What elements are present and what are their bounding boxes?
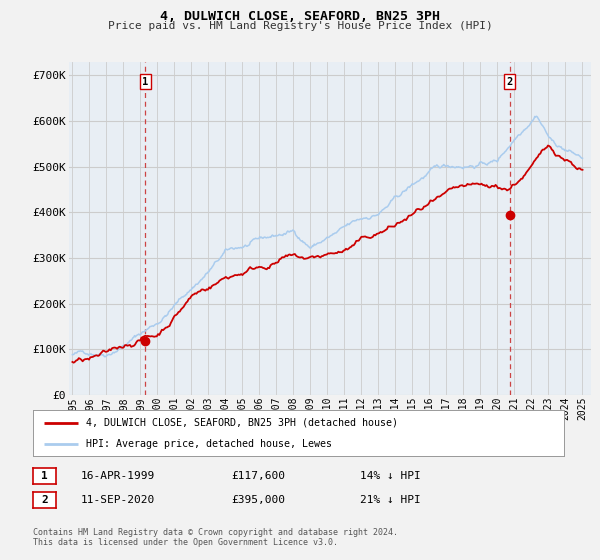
Text: 4, DULWICH CLOSE, SEAFORD, BN25 3PH (detached house): 4, DULWICH CLOSE, SEAFORD, BN25 3PH (det… bbox=[86, 418, 398, 428]
Text: 16-APR-1999: 16-APR-1999 bbox=[81, 471, 155, 481]
Text: 14% ↓ HPI: 14% ↓ HPI bbox=[360, 471, 421, 481]
Text: £395,000: £395,000 bbox=[231, 495, 285, 505]
Text: 2: 2 bbox=[506, 77, 512, 87]
Text: 11-SEP-2020: 11-SEP-2020 bbox=[81, 495, 155, 505]
Text: 1: 1 bbox=[41, 471, 48, 481]
Text: £117,600: £117,600 bbox=[231, 471, 285, 481]
Text: 1: 1 bbox=[142, 77, 148, 87]
Text: Price paid vs. HM Land Registry's House Price Index (HPI): Price paid vs. HM Land Registry's House … bbox=[107, 21, 493, 31]
Text: Contains HM Land Registry data © Crown copyright and database right 2024.
This d: Contains HM Land Registry data © Crown c… bbox=[33, 528, 398, 547]
Text: HPI: Average price, detached house, Lewes: HPI: Average price, detached house, Lewe… bbox=[86, 439, 332, 449]
Text: 4, DULWICH CLOSE, SEAFORD, BN25 3PH: 4, DULWICH CLOSE, SEAFORD, BN25 3PH bbox=[160, 10, 440, 22]
Text: 21% ↓ HPI: 21% ↓ HPI bbox=[360, 495, 421, 505]
Text: 2: 2 bbox=[41, 495, 48, 505]
